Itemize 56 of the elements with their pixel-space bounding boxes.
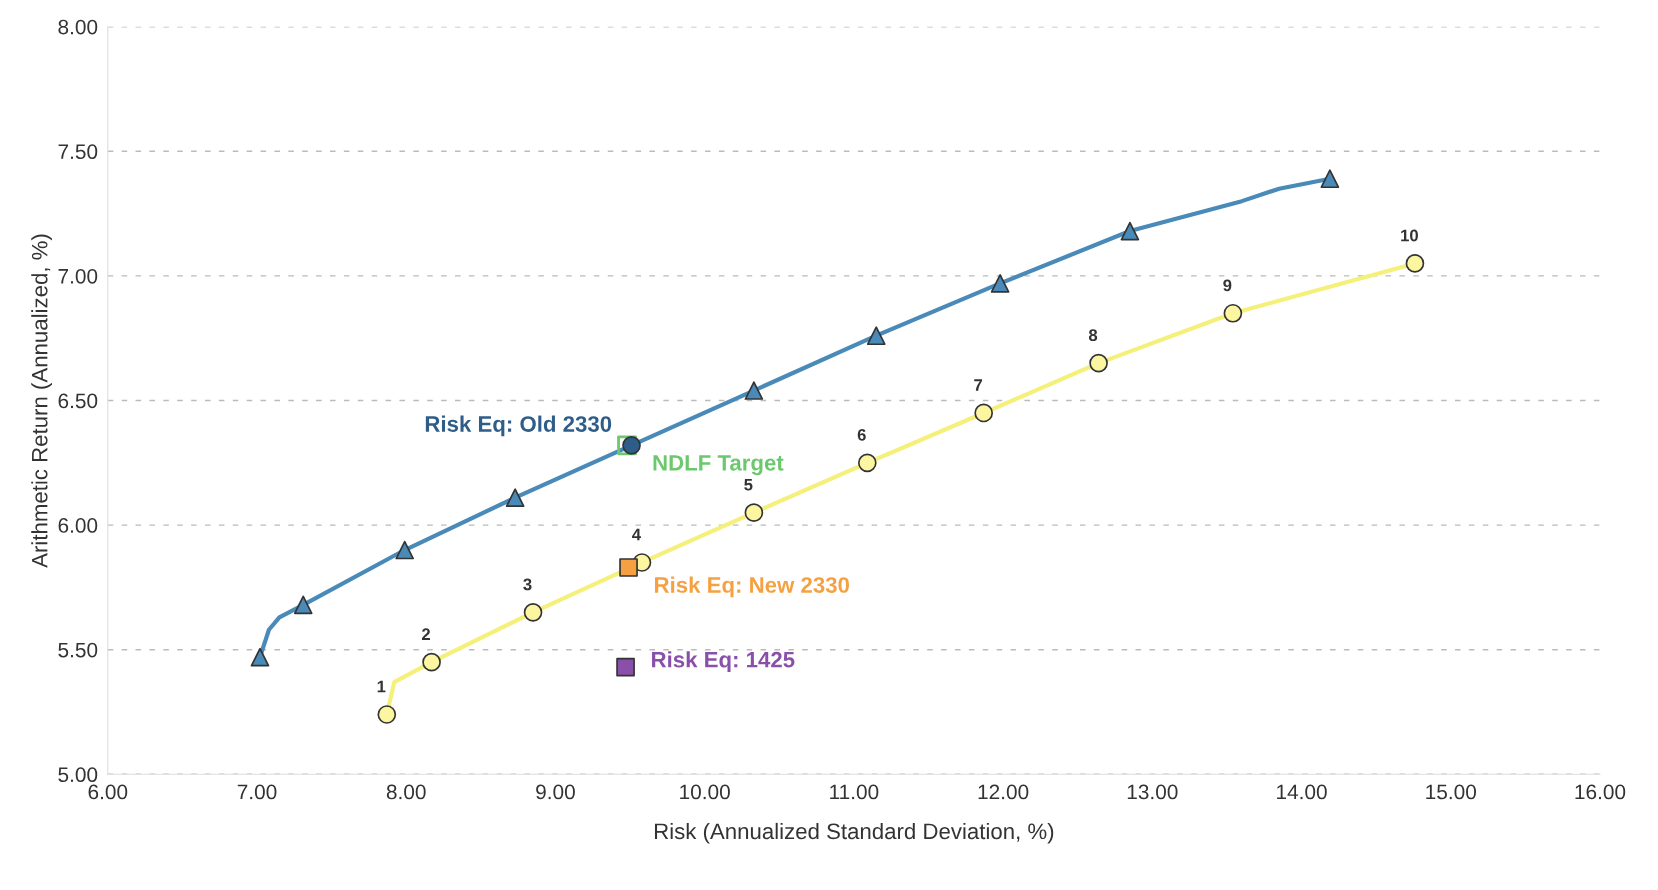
y-tick-label: 8.00 bbox=[58, 19, 98, 35]
annotation: 3 bbox=[523, 578, 532, 591]
x-tick-label: 9.00 bbox=[536, 784, 575, 800]
x-tick-label: 11.00 bbox=[830, 784, 879, 800]
point bbox=[974, 403, 994, 423]
point bbox=[616, 657, 635, 677]
annotation: 2 bbox=[421, 628, 430, 640]
annotation: 10 bbox=[1401, 229, 1418, 242]
point bbox=[744, 503, 764, 522]
annotation: 4 bbox=[632, 528, 641, 541]
y-tick-label: 5.50 bbox=[58, 642, 98, 658]
point bbox=[250, 647, 270, 667]
point bbox=[622, 436, 641, 455]
point bbox=[1089, 353, 1108, 373]
point bbox=[857, 453, 877, 473]
point bbox=[1405, 254, 1425, 273]
x-tick-label: 8.00 bbox=[386, 784, 426, 800]
series-label: Risk Eq: 1425 bbox=[652, 651, 795, 672]
annotation: 6 bbox=[857, 428, 866, 441]
x-tick-label: 14.00 bbox=[1277, 784, 1327, 800]
point bbox=[505, 488, 525, 508]
point bbox=[1120, 221, 1140, 241]
y-tick-label: 6.00 bbox=[58, 518, 98, 533]
point bbox=[744, 381, 764, 400]
x-axis-title: Risk (Annualized Standard Deviation, %) bbox=[654, 822, 1054, 844]
annotation: 5 bbox=[744, 478, 753, 491]
x-tick-label: 13.00 bbox=[1127, 784, 1178, 800]
point bbox=[422, 652, 441, 672]
point bbox=[1320, 169, 1340, 189]
point bbox=[377, 705, 397, 724]
x-tick-label: 15.00 bbox=[1426, 784, 1476, 800]
annotation: 9 bbox=[1223, 279, 1232, 292]
point bbox=[293, 595, 313, 615]
series-label: Risk Eq: Old 2330 bbox=[425, 415, 612, 437]
annotation: 7 bbox=[974, 379, 983, 391]
point bbox=[1223, 303, 1243, 323]
point bbox=[866, 326, 886, 346]
point bbox=[619, 558, 638, 577]
point bbox=[990, 274, 1010, 293]
x-tick-label: 6.00 bbox=[88, 784, 128, 800]
x-tick-label: 10.00 bbox=[680, 784, 730, 800]
point bbox=[617, 435, 637, 456]
point bbox=[395, 540, 415, 560]
annotation: 1 bbox=[377, 680, 386, 693]
y-tick-label: 5.00 bbox=[58, 767, 98, 783]
y-tick-label: 7.50 bbox=[58, 144, 98, 160]
series-label: Risk Eq: New 2330 bbox=[655, 576, 850, 598]
series-label: NDLF Target bbox=[653, 455, 784, 476]
annotation: 8 bbox=[1088, 329, 1098, 342]
y-tick-label: 7.00 bbox=[58, 268, 98, 284]
y-tick-label: 6.50 bbox=[58, 393, 98, 409]
x-tick-label: 7.00 bbox=[237, 784, 277, 800]
point bbox=[523, 602, 543, 622]
y-axis-title: Arithmetic Return (Annualized, %) bbox=[31, 234, 52, 568]
x-tick-label: 12.00 bbox=[978, 784, 1029, 800]
x-tick-label: 16.00 bbox=[1575, 784, 1626, 800]
